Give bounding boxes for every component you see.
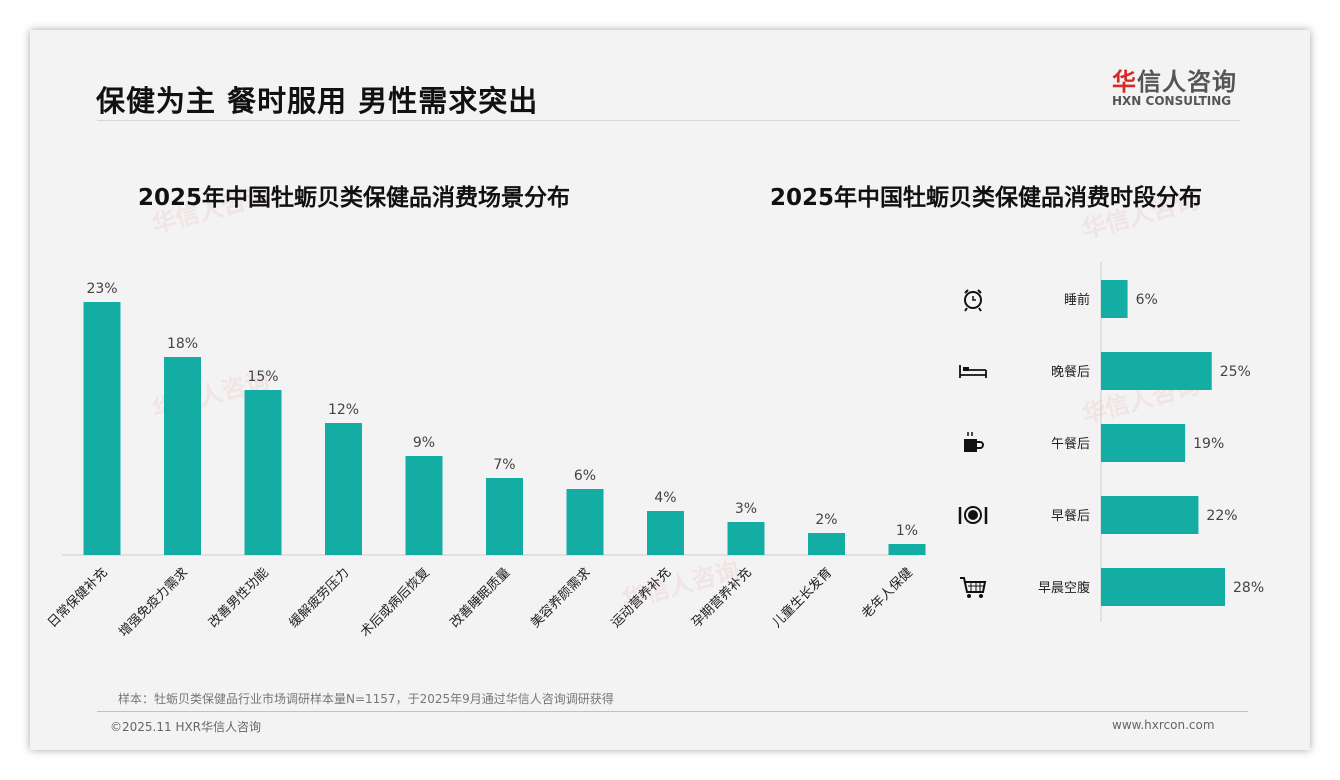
bar xyxy=(1101,280,1128,318)
bar-value-label: 1% xyxy=(896,523,918,539)
website-url: www.hxrcon.com xyxy=(1112,718,1215,732)
shopping-cart-icon xyxy=(960,577,987,598)
bar xyxy=(808,533,845,555)
source-note: 样本：牡蛎贝类保健品行业市场调研样本量N=1157，于2025年9月通过华信人咨… xyxy=(118,692,614,706)
category-label: 孕期营养补充 xyxy=(688,565,754,631)
category-label: 术后或病后恢复 xyxy=(358,565,433,640)
bar xyxy=(325,423,362,555)
bar-value-label: 15% xyxy=(247,369,278,385)
category-label: 午餐后 xyxy=(1051,436,1090,452)
bar-value-label: 7% xyxy=(493,457,515,473)
category-label: 晚餐后 xyxy=(1051,364,1090,380)
category-label: 增强免疫力需求 xyxy=(116,565,192,641)
category-label: 老年人保健 xyxy=(859,565,916,622)
bar-value-label: 6% xyxy=(574,468,596,484)
bar xyxy=(566,489,604,555)
bar-value-label: 28% xyxy=(1233,580,1264,596)
copyright: ©2025.11 HXR华信人咨询 xyxy=(110,720,262,734)
category-label: 早晨空腹 xyxy=(1038,580,1090,596)
category-label: 改善男性功能 xyxy=(205,565,271,631)
coffee-cup-icon xyxy=(964,432,984,452)
slide: 保健为主 餐时服用 男性需求突出 华信人咨询 HXN CONSULTING 华信… xyxy=(30,30,1310,750)
bed-icon xyxy=(959,365,987,378)
bar xyxy=(888,544,926,555)
left-chart-title: 2025年中国牡蛎贝类保健品消费场景分布 xyxy=(138,185,571,211)
bar-value-label: 4% xyxy=(654,490,676,506)
category-label: 运动营养补充 xyxy=(608,565,674,631)
category-label: 早餐后 xyxy=(1051,508,1090,524)
divider xyxy=(97,120,1240,121)
footer-divider xyxy=(97,711,1248,712)
bar-value-label: 2% xyxy=(815,512,837,528)
bar-value-label: 6% xyxy=(1136,292,1158,308)
bar xyxy=(405,456,443,555)
bar xyxy=(1101,352,1212,390)
category-label: 改善睡眠质量 xyxy=(447,565,513,631)
logo-en: HXN CONSULTING xyxy=(1112,94,1232,108)
bar-value-label: 23% xyxy=(86,281,117,297)
bar-value-label: 9% xyxy=(413,435,435,451)
category-label: 美容养颜需求 xyxy=(527,565,593,631)
right-chart-title: 2025年中国牡蛎贝类保健品消费时段分布 xyxy=(770,185,1203,211)
bar xyxy=(1101,496,1199,534)
bar-value-label: 22% xyxy=(1206,508,1237,524)
category-label: 睡前 xyxy=(1064,292,1090,308)
bar xyxy=(647,511,684,555)
bar xyxy=(1101,568,1225,606)
bar xyxy=(83,302,121,555)
bar xyxy=(727,522,765,555)
bar xyxy=(1101,424,1186,462)
logo: 华信人咨询 xyxy=(1112,62,1237,97)
bar-value-label: 19% xyxy=(1193,436,1224,452)
category-label: 日常保健补充 xyxy=(44,565,110,631)
logo-red: 华 xyxy=(1112,68,1137,96)
bar-value-label: 25% xyxy=(1220,364,1251,380)
bar-value-label: 3% xyxy=(735,501,757,517)
bar xyxy=(486,478,523,555)
page-title: 保健为主 餐时服用 男性需求突出 xyxy=(96,84,539,118)
bar-value-label: 18% xyxy=(167,336,198,352)
category-label: 儿童生长发育 xyxy=(769,565,835,631)
bar-value-label: 12% xyxy=(328,402,359,418)
bar xyxy=(164,357,201,555)
alarm-clock-icon xyxy=(964,289,982,312)
category-label: 缓解疲劳压力 xyxy=(286,565,352,631)
bar xyxy=(244,390,282,555)
plate-cutlery-icon xyxy=(958,506,988,524)
logo-rest: 信人咨询 xyxy=(1137,68,1237,96)
